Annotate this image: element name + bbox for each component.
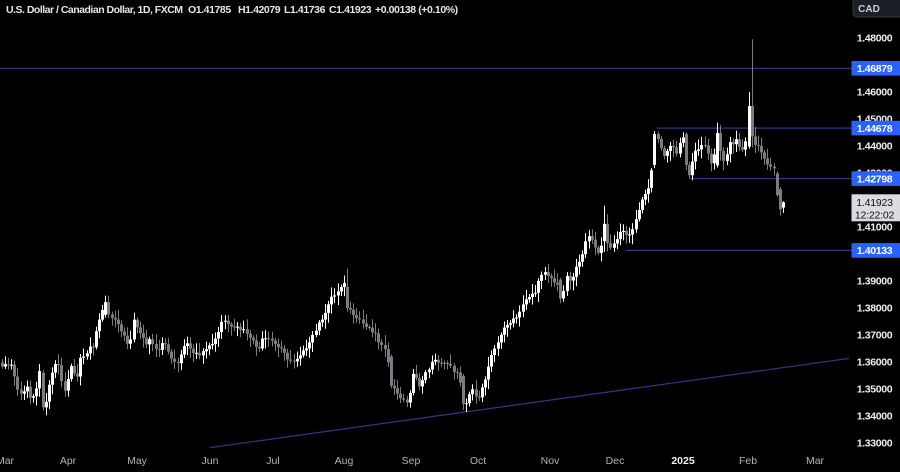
svg-text:Nov: Nov [541, 455, 560, 467]
svg-text:Jun: Jun [202, 455, 219, 467]
svg-text:12:22:02: 12:22:02 [855, 209, 895, 221]
svg-text:1.35000: 1.35000 [857, 384, 893, 396]
svg-text:1.39000: 1.39000 [857, 276, 893, 288]
svg-text:Aug: Aug [335, 455, 354, 467]
svg-text:1.38000: 1.38000 [857, 303, 893, 315]
svg-text:1.48000: 1.48000 [857, 33, 893, 45]
svg-text:1.44000: 1.44000 [857, 141, 893, 153]
svg-text:1.46000: 1.46000 [857, 87, 893, 99]
svg-text:1.40133: 1.40133 [857, 245, 893, 257]
svg-text:2025: 2025 [671, 455, 695, 467]
svg-text:Dec: Dec [606, 455, 625, 467]
svg-text:C1.41923: C1.41923 [329, 4, 372, 16]
svg-text:CAD: CAD [858, 4, 880, 15]
svg-text:+0.00138 (+0.10%): +0.00138 (+0.10%) [375, 4, 458, 16]
svg-text:Jul: Jul [266, 455, 279, 467]
svg-text:Apr: Apr [60, 455, 77, 467]
svg-text:May: May [127, 455, 148, 467]
svg-text:1.46879: 1.46879 [857, 63, 893, 75]
svg-text:1.42798: 1.42798 [857, 173, 893, 185]
svg-text:1.41000: 1.41000 [857, 222, 893, 234]
svg-text:1.44678: 1.44678 [857, 123, 893, 135]
svg-text:1.37000: 1.37000 [857, 330, 893, 342]
svg-text:L1.41736: L1.41736 [284, 4, 326, 16]
svg-text:1.34000: 1.34000 [857, 411, 893, 423]
svg-text:1.41923: 1.41923 [856, 197, 893, 209]
svg-text:1.33000: 1.33000 [857, 438, 893, 450]
svg-text:Sep: Sep [402, 455, 421, 467]
svg-text:Feb: Feb [739, 455, 757, 467]
svg-text:Oct: Oct [470, 455, 486, 467]
svg-text:Mar: Mar [806, 455, 825, 467]
svg-text:1.36000: 1.36000 [857, 357, 893, 369]
svg-text:O1.41785: O1.41785 [188, 4, 231, 16]
svg-text:Mar: Mar [0, 455, 15, 467]
svg-text:U.S. Dollar / Canadian Dollar,: U.S. Dollar / Canadian Dollar, 1D, FXCM [6, 4, 183, 16]
svg-text:H1.42079: H1.42079 [238, 4, 281, 16]
